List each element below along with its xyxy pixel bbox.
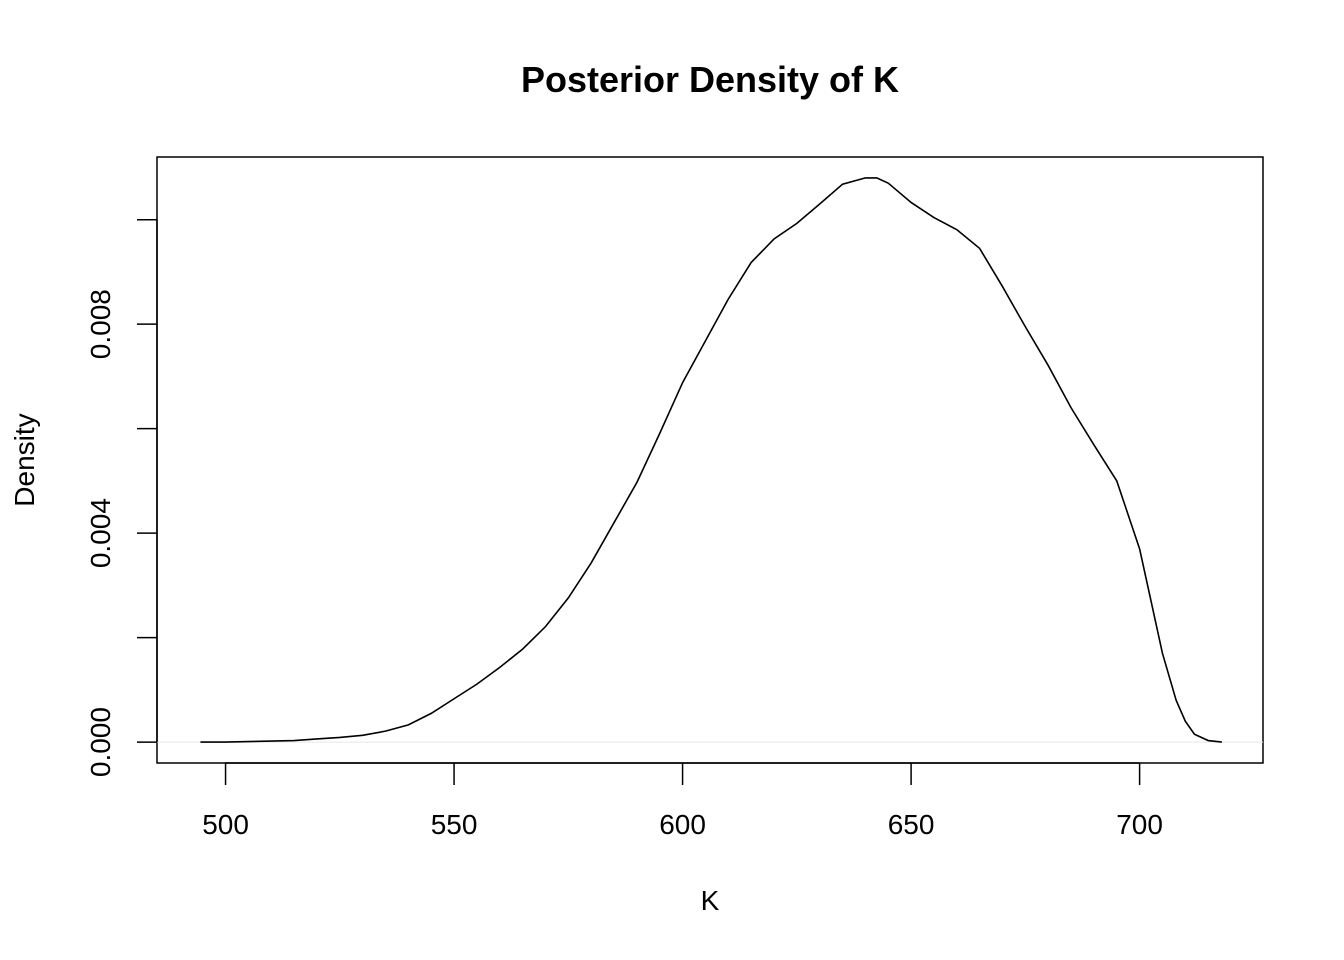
- plot-frame: [156, 156, 1264, 764]
- y-axis-label: Density: [9, 413, 40, 506]
- y-axis: 0.000 0.004 0.008: [85, 218, 158, 777]
- chart-title: Posterior Density of K: [521, 59, 899, 100]
- x-tick-label: 500: [202, 809, 249, 840]
- x-axis-label: K: [701, 885, 720, 916]
- x-tick-label: 550: [431, 809, 478, 840]
- y-tick-label: 0.004: [85, 498, 116, 568]
- x-tick-label: 700: [1116, 809, 1163, 840]
- x-axis: 500 550 600 650 700: [202, 762, 1163, 840]
- density-curve: [200, 177, 1222, 743]
- y-tick-label: 0.008: [85, 289, 116, 359]
- x-tick-label: 600: [659, 809, 706, 840]
- x-tick-label: 650: [888, 809, 935, 840]
- y-tick-label: 0.000: [85, 707, 116, 777]
